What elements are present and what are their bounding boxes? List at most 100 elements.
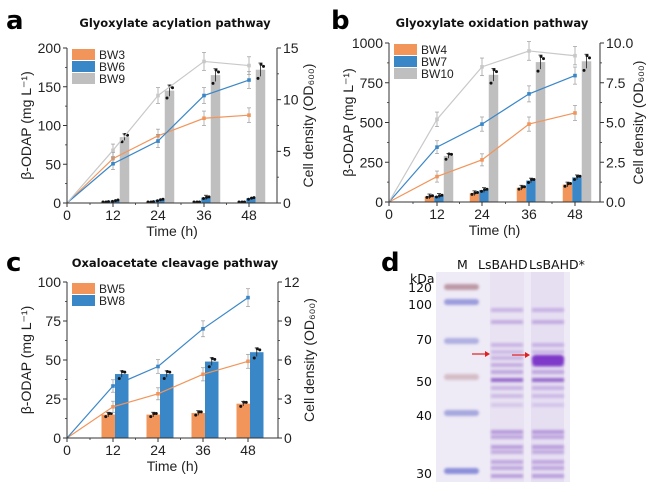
sample-band (491, 474, 523, 478)
line-marker-bw6 (202, 93, 206, 98)
y2-tick-label: 0 (283, 195, 291, 211)
sample-band (532, 450, 564, 454)
y2-tick-label: 2.5 (606, 154, 626, 170)
x-tick-label: 36 (521, 206, 537, 222)
y-tick-label: 0 (53, 195, 61, 211)
sample-band (491, 460, 523, 464)
y2-tick-label: 0 (284, 430, 292, 446)
line-marker-bw6 (247, 78, 251, 82)
y-tick-label: 100 (38, 118, 62, 134)
line-marker-bw8 (201, 327, 205, 331)
lane-label-lsbahd-star: LsBAHD* (529, 257, 585, 272)
replicate-dot (258, 348, 262, 352)
x-axis-label: Time (h) (146, 223, 198, 239)
sample-band (491, 394, 523, 398)
legend-label-bw8: BW8 (99, 294, 125, 308)
line-marker-bw10 (480, 65, 484, 69)
y-axis-label: β-ODAP (mg L⁻¹) (18, 71, 34, 180)
sample-band (491, 320, 523, 324)
y-tick-label: 150 (38, 79, 62, 95)
bar-bw7 (479, 190, 489, 202)
sample-band (532, 460, 564, 464)
line-marker-bw8 (246, 295, 250, 300)
replicate-dot (582, 68, 586, 72)
replicate-dot (485, 187, 489, 191)
marker-label-70: 70 (416, 332, 432, 347)
red-arrow-head-icon (525, 352, 530, 358)
marker-label-120: 120 (408, 280, 432, 295)
replicate-dot (104, 415, 108, 419)
bar-bw4 (424, 196, 435, 202)
y2-tick-label: 10 (283, 92, 299, 108)
replicate-dot (152, 200, 155, 204)
bar-bw9 (119, 137, 130, 203)
replicate-dot (217, 70, 220, 74)
y2-axis-label: Cell density (OD₆₀₀) (300, 64, 316, 188)
replicate-dot (111, 199, 114, 203)
x-tick-label: 48 (240, 442, 256, 458)
panel-label-a: a (6, 6, 24, 36)
bar-bw7 (572, 177, 582, 202)
chart-title-a: Glyoxylate acylation pathway (79, 16, 271, 30)
y-tick-label: 500 (360, 115, 384, 131)
panel-label-c: c (6, 248, 22, 278)
replicate-dot (476, 190, 479, 194)
line-marker-bw9 (202, 59, 206, 64)
replicate-dot (523, 185, 526, 189)
marker-band (444, 410, 479, 416)
replicate-dot (450, 152, 453, 156)
x-tick-label: 48 (241, 207, 257, 223)
x-tick-label: 0 (63, 207, 71, 223)
replicate-dot (159, 198, 162, 202)
x-tick-label: 36 (196, 207, 212, 223)
marker-label-30: 30 (416, 466, 432, 481)
replicate-dot (252, 196, 256, 200)
replicate-dot (149, 415, 153, 419)
sample-band (491, 350, 523, 354)
x-axis-label: Time (h) (469, 222, 521, 238)
marker-band (444, 468, 479, 474)
bar-bw10 (443, 155, 454, 202)
replicate-dot (532, 177, 536, 181)
legend-label-bw10: BW10 (421, 67, 454, 81)
replicate-dot (517, 187, 521, 191)
sample-band (491, 435, 523, 439)
y-tick-label: 750 (360, 75, 384, 91)
line-marker-bw3 (247, 113, 251, 117)
chart-title-c: Oxaloacetate cleavage pathway (71, 256, 279, 270)
line-marker-bw9 (111, 148, 115, 153)
panel-label-d: d (381, 248, 400, 278)
line-marker-bw7 (573, 73, 577, 78)
bar-bw5 (191, 413, 205, 438)
legend-label-bw4: BW4 (421, 43, 447, 57)
replicate-dot (563, 184, 567, 188)
y-axis-label: β-ODAP (mg L⁻¹) (18, 306, 34, 415)
legend-label-bw5: BW5 (99, 282, 125, 296)
sample-band (491, 356, 523, 360)
overexpressed-band (532, 355, 564, 366)
y-tick-label: 250 (360, 154, 384, 170)
bar-bw7 (434, 195, 444, 202)
bar-bw9 (255, 69, 266, 203)
bar-bw6 (201, 197, 211, 203)
line-marker-bw6 (111, 161, 115, 166)
chart-b: 0 250 500 750 1000 0.0 2.5 5.0 7.5 10.0 0 12 24 36 48 T… (340, 35, 646, 238)
line-marker-bw4 (435, 174, 439, 179)
replicate-dot (156, 199, 159, 203)
bar-bw4 (469, 193, 480, 202)
y2-tick-label: 6 (284, 352, 292, 368)
replicate-dot (244, 400, 248, 404)
marker-label-100: 100 (408, 297, 432, 312)
replicate-dot (171, 86, 174, 90)
marker-label-50: 50 (416, 374, 432, 389)
line-marker-bw10 (527, 49, 531, 53)
replicate-dot (495, 70, 498, 74)
bar-bw8 (115, 374, 129, 438)
replicate-dot (470, 192, 474, 196)
line-marker-bw5 (201, 372, 205, 377)
sample-band (491, 378, 523, 382)
sample-band (491, 403, 523, 407)
bar-bw8 (160, 374, 174, 438)
